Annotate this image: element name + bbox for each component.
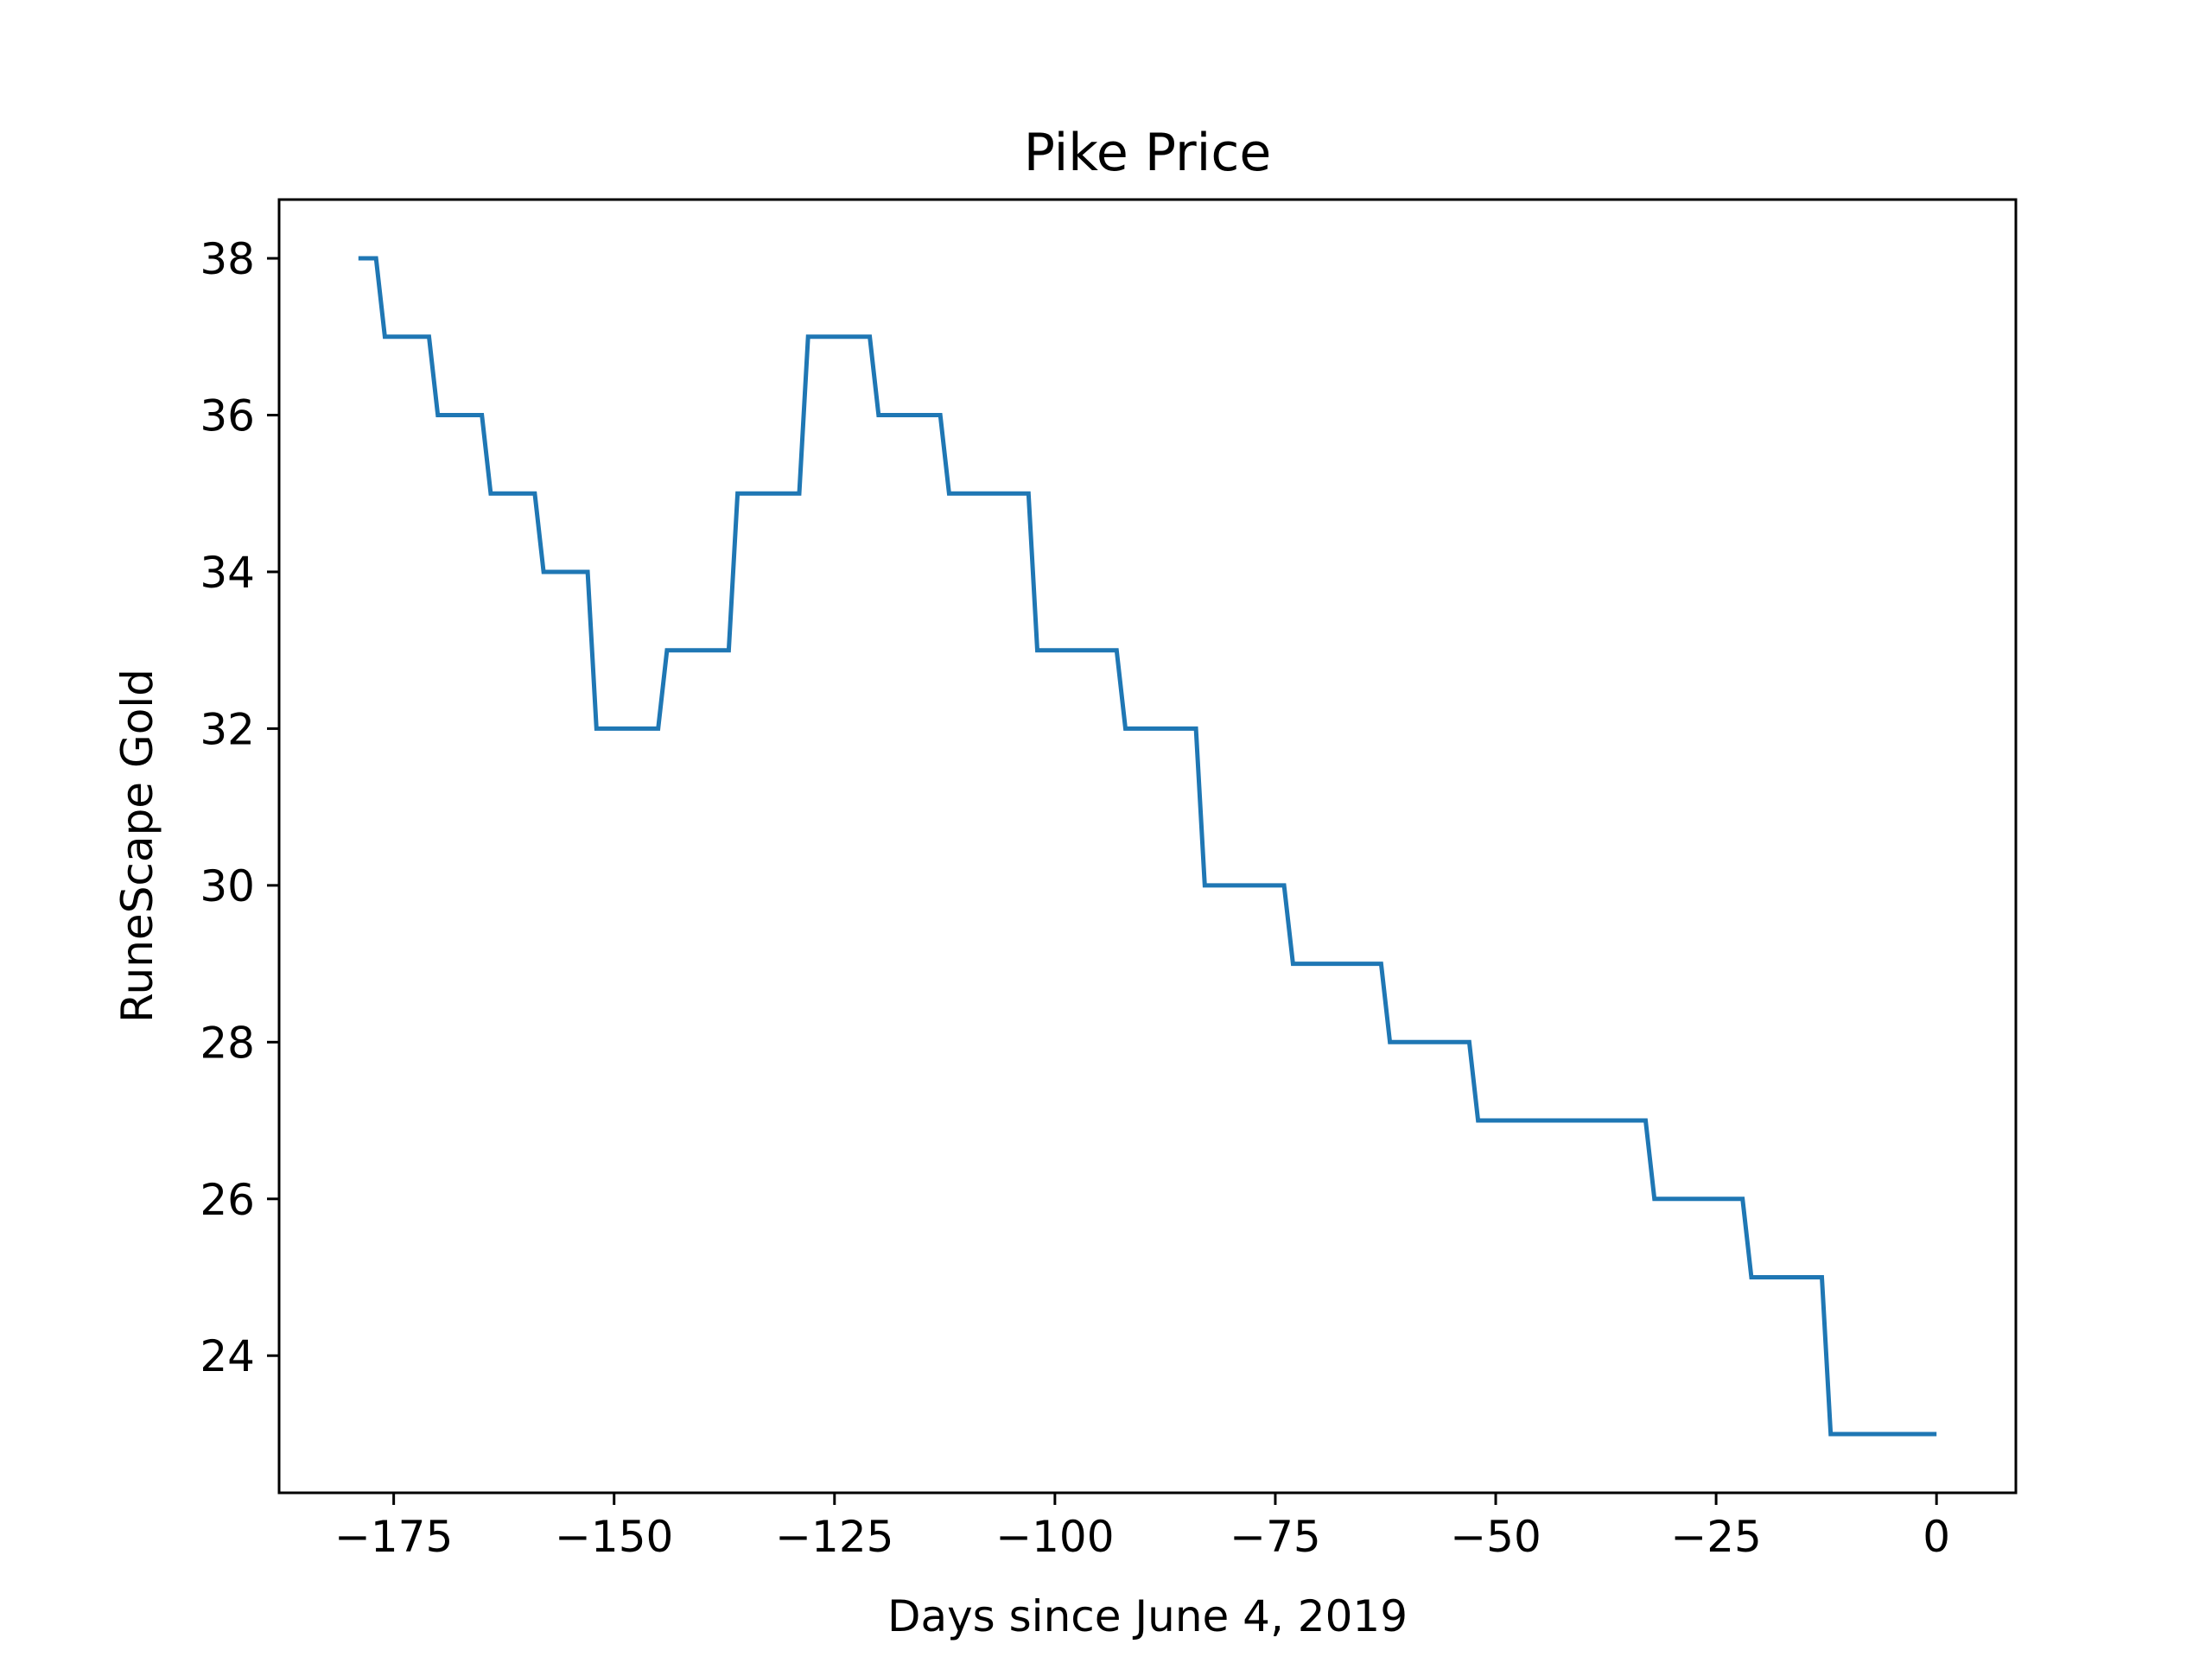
- x-tick-label: −125: [775, 1512, 893, 1562]
- y-axis-label: RuneScape Gold: [112, 669, 162, 1023]
- y-tick-label: 32: [200, 704, 255, 754]
- y-tick-label: 36: [200, 391, 255, 441]
- y-tick-label: 30: [200, 861, 255, 911]
- chart-title: Pike Price: [1024, 123, 1272, 183]
- x-axis: −175 −150 −125 −100 −75 −50 −25 0: [334, 1493, 1950, 1562]
- x-tick-label: −175: [334, 1512, 453, 1562]
- x-tick-label: −100: [995, 1512, 1114, 1562]
- y-tick-label: 24: [200, 1331, 255, 1381]
- x-tick-label: −75: [1230, 1512, 1321, 1562]
- y-tick-label: 38: [200, 234, 255, 284]
- y-axis: 24 26 28 30 32 34 36 38: [200, 234, 279, 1381]
- plot-frame: [277, 198, 2018, 1495]
- x-tick-label: 0: [1923, 1512, 1950, 1562]
- x-tick-label: −25: [1670, 1512, 1762, 1562]
- x-tick-label: −150: [555, 1512, 673, 1562]
- x-axis-label: Days since June 4, 2019: [887, 1591, 1408, 1641]
- price-series-line: [358, 256, 1937, 1437]
- x-tick-label: −50: [1450, 1512, 1541, 1562]
- plot-area: [358, 256, 1937, 1437]
- y-tick-label: 26: [200, 1175, 255, 1225]
- y-tick-label: 34: [200, 548, 255, 598]
- y-tick-label: 28: [200, 1018, 255, 1068]
